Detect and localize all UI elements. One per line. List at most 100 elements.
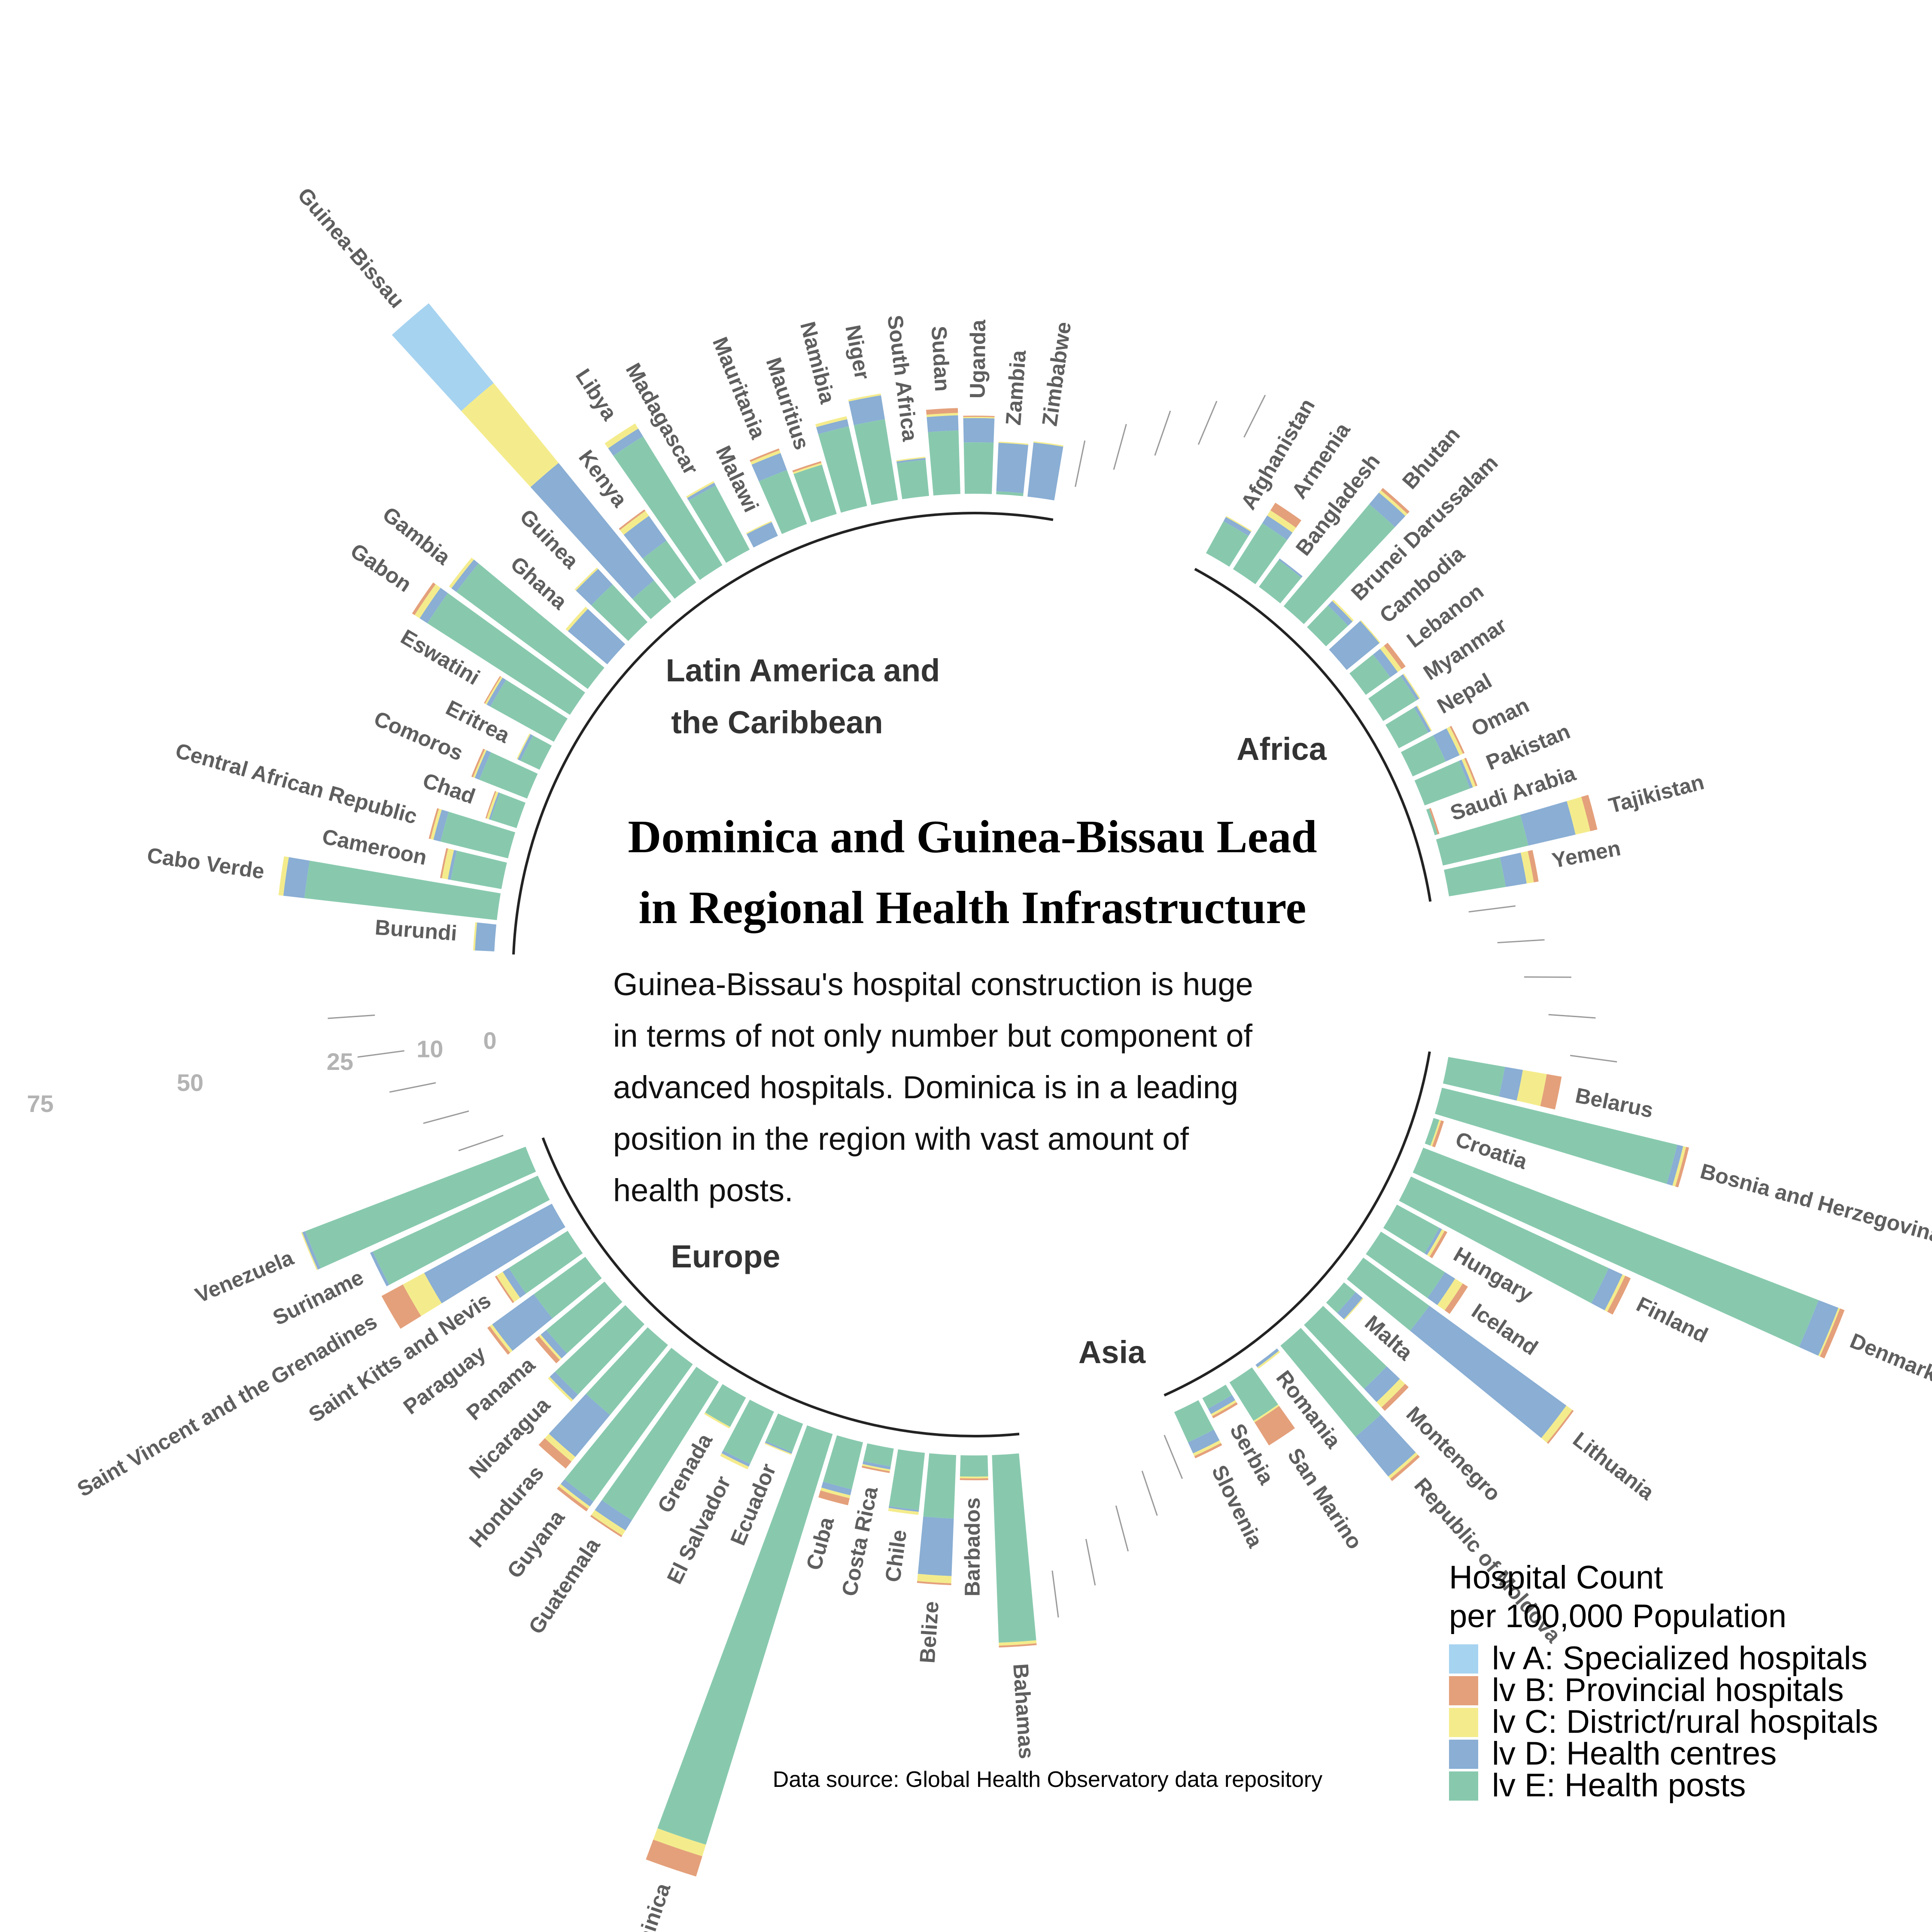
bar-segment-guatemala-d [595,1500,632,1531]
bar-segment-romania-d [1255,1348,1279,1367]
bar-segment-gabon-d [419,587,448,623]
legend-label-c: lv C: District/rural hospitals [1492,1704,1878,1740]
bar-segment-bhutan-e [1283,504,1395,624]
bar-segment-guinea-d [576,568,613,605]
bar-montenegro [1304,1306,1409,1411]
bar-segment-belarus-e [1443,1057,1505,1097]
bar-segment-south-africa-c [896,456,926,462]
bar-segment-venezuela-d [302,1231,321,1270]
legend-title-line2: per 100,000 Population [1449,1598,1786,1634]
country-label-uganda: Uganda [965,319,990,398]
country-label-niger: Niger [841,323,875,381]
bar-segment-pakistan-c [1461,758,1476,787]
bar-lithuania [1346,1258,1574,1444]
country-label-guinea-bissau: Guinea-Bissau [293,183,409,313]
bar-myanmar [1368,673,1420,721]
bar-segment-panama-c [539,1334,562,1360]
bar-zambia [996,441,1029,496]
bar-eritrea [516,733,552,770]
bar-segment-costa-rica-c [862,1464,890,1471]
chart-subtitle: Guinea-Bissau's hospital construction is… [613,966,1253,1208]
radial-tick-label: 25 [327,1048,353,1075]
bar-segment-namibia-e [818,426,867,513]
gap-tick-mark [1051,1571,1059,1618]
bar-segment-myanmar-c [1403,673,1420,699]
bar-segment-san-marino-e [1229,1367,1279,1421]
bar-kenya [619,509,696,599]
radial-tick-label: 75 [27,1090,54,1117]
country-label-denmark: Denmark [1847,1328,1932,1386]
bar-segment-cuba-c [820,1487,851,1498]
bar-segment-guinea-bissau-a [392,303,494,411]
bar-segment-nepal-e [1385,707,1428,748]
gap-tick-mark [1154,410,1171,456]
bar-segment-guinea-bissau-e [632,580,671,620]
bar-segment-republic-of-moldova-d [1355,1414,1416,1476]
bar-segment-panama-d [541,1330,567,1358]
bar-segment-armenia-b [1270,502,1302,528]
bar-segment-armenia-d [1262,515,1293,540]
bar-segment-sudan-b [926,408,958,415]
country-label-mauritania: Mauritania [708,334,771,443]
bar-segment-central-african-republic-c [430,808,442,840]
bar-segment-el-salvador-d [721,1450,750,1467]
bar-segment-romania-c [1257,1351,1280,1369]
bar-costa-rica [862,1443,894,1473]
bar-segment-belize-d [917,1516,954,1576]
bar-eswatini [484,676,568,742]
bar-segment-namibia-c [815,416,848,428]
bar-segment-nepal-c [1416,705,1432,732]
bar-segment-serbia-c [1211,1400,1236,1416]
bar-dominica [646,1425,833,1877]
bar-segment-montenegro-e [1304,1306,1387,1389]
country-label-burundi: Burundi [374,915,458,945]
radial-tick-label: 50 [177,1069,204,1096]
gap-tick-mark [1570,1054,1617,1063]
bar-segment-bahamas-b [999,1643,1037,1648]
bar-segment-honduras-d [549,1394,611,1457]
data-source-caption: Data source: Global Health Observatory d… [773,1767,1322,1792]
bar-segment-lithuania-b [1546,1410,1574,1444]
bar-segment-yemen-b [1528,850,1539,883]
bar-bangladesh [1259,558,1303,604]
bar-segment-serbia-d [1208,1395,1236,1414]
chart-subtitle-line1: Guinea-Bissau's hospital construction is… [613,966,1253,1002]
gap-tick-mark [1548,1014,1596,1019]
bar-yemen [1444,850,1539,896]
bar-segment-bangladesh-e [1259,560,1302,604]
bar-segment-zambia-c [998,441,1029,445]
bar-comoros [471,748,538,799]
gap-tick-mark [1468,905,1516,913]
bar-segment-sudan-e [928,430,960,496]
bar-segment-cameroon-e [450,851,507,889]
legend: Hospital Count per 100,000 Population lv… [1449,1559,1878,1804]
chart-subtitle-line3: advanced hospitals. Dominica is in a lea… [613,1069,1238,1105]
bar-segment-chad-d [489,792,500,820]
bar-segment-suriname-e [373,1176,550,1285]
bar-cambodia [1329,620,1381,670]
bar-chile [888,1449,925,1515]
bar-bosnia-and-herzegovina [1435,1088,1689,1188]
gap-tick-mark [1075,440,1086,487]
bar-segment-myanmar-d [1400,674,1419,701]
bar-south-africa [896,456,929,499]
bar-segment-eswatini-b [484,676,501,704]
bar-segment-nicaragua-d [550,1371,578,1400]
bar-guatemala [590,1367,719,1537]
bar-segment-lebanon-c [1380,646,1402,672]
bar-segment-mauritania-e [759,470,807,534]
bar-segment-nicaragua-e [555,1305,645,1395]
bar-segment-oman-b [1449,726,1465,754]
country-label-cuba: Cuba [802,1514,839,1573]
bar-segment-republic-of-moldova-b [1390,1455,1420,1481]
bar-segment-yemen-d [1500,853,1527,887]
bar-segment-ecuador-c [764,1443,792,1455]
bar-saint-vincent-and-the-grenadines [381,1203,565,1329]
bar-segment-madagascar-e [688,485,750,563]
legend-label-a: lv A: Specialized hospitals [1492,1640,1867,1677]
bar-segment-denmark-d [1799,1300,1838,1356]
bar-segment-niger-c [848,393,881,402]
bar-segment-kenya-d [623,516,667,559]
legend-swatch-d [1449,1740,1478,1769]
bar-segment-mauritius-c [793,463,822,474]
